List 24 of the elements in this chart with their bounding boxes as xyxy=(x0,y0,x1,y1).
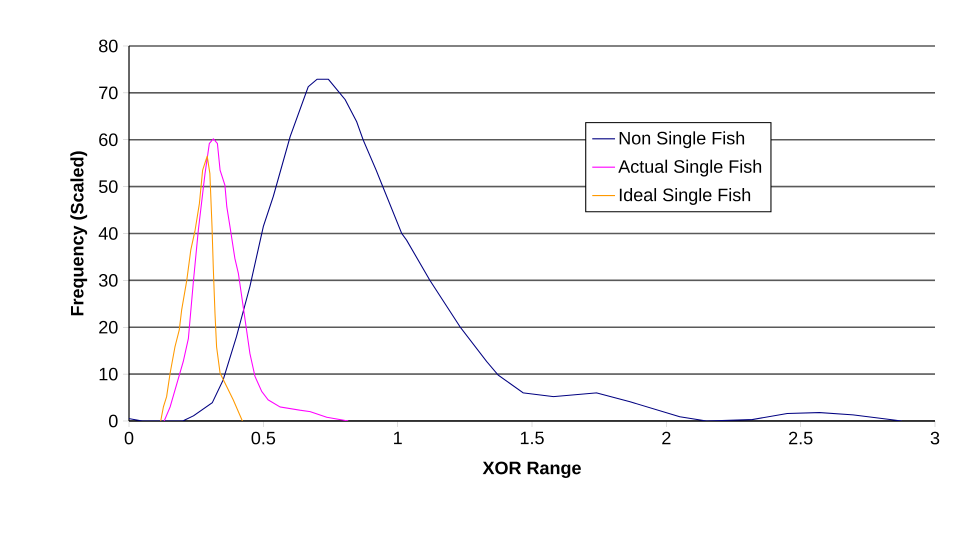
y-tick-label: 10 xyxy=(100,368,118,380)
y-tick-label: 50 xyxy=(98,180,118,193)
y-axis-title: Frequency (Scaled) xyxy=(70,151,88,316)
y-tick-label: 20 xyxy=(99,320,118,334)
line-series xyxy=(160,156,243,421)
x-tick-label: 3 xyxy=(930,432,940,444)
y-tick-label: 60 xyxy=(99,133,118,146)
y-tick-label: 30 xyxy=(98,274,118,287)
y-tick-label: 40 xyxy=(98,227,118,240)
x-tick-label: 2 xyxy=(662,432,670,444)
y-tick-label: 70 xyxy=(99,86,118,100)
x-tick-label: 2.5 xyxy=(789,432,812,444)
x-tick-label: 1.5 xyxy=(520,432,544,444)
y-tick-label: 80 xyxy=(99,40,118,52)
x-tick-label: 1 xyxy=(394,432,402,444)
legend-label: Non Single Fish xyxy=(620,131,744,148)
x-axis-title: XOR Range xyxy=(482,462,581,478)
legend-label: Ideal Single Fish xyxy=(620,188,750,205)
legend-label: Actual Single Fish xyxy=(618,160,762,176)
x-tick-label: 0 xyxy=(124,432,134,444)
line-series xyxy=(164,138,349,421)
y-tick-label: 0 xyxy=(108,414,118,428)
x-tick-label: 0.5 xyxy=(252,432,276,444)
line-series xyxy=(129,78,902,421)
